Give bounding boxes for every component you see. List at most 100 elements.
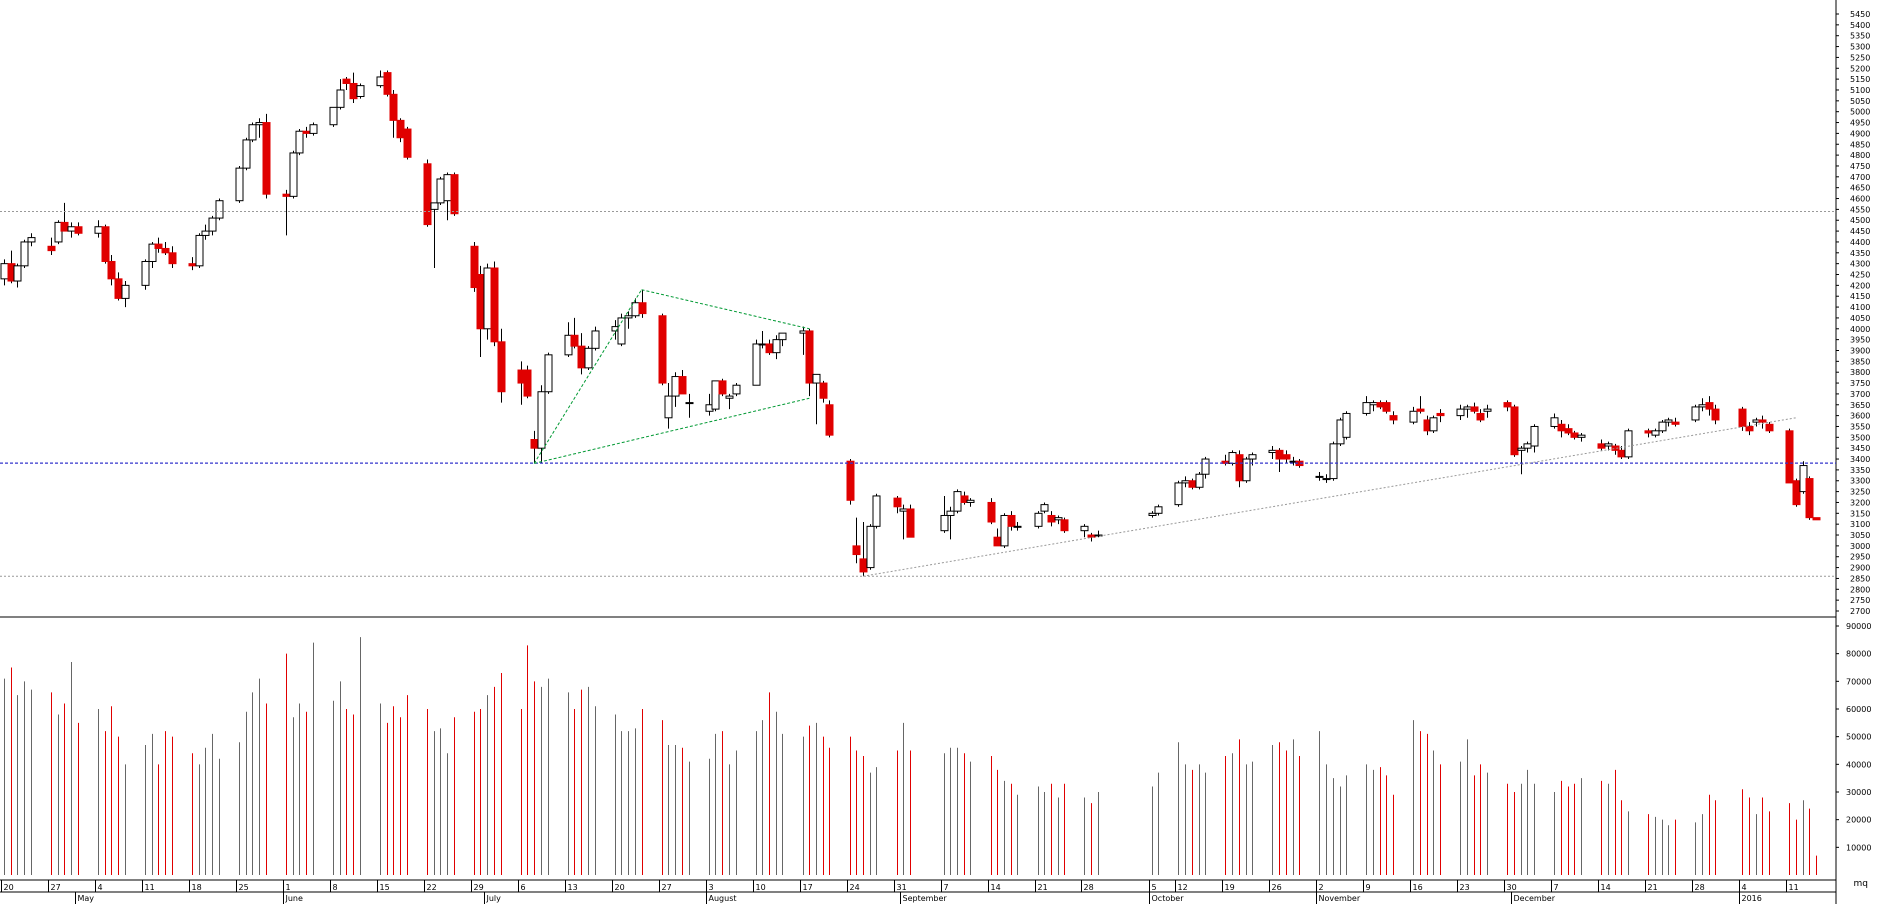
candle-body: [732, 384, 741, 395]
price-tick-label: 3750: [1850, 379, 1870, 388]
candle-body: [1785, 430, 1794, 484]
candle-body: [215, 200, 224, 219]
candle-body: [336, 89, 345, 108]
candle: [1000, 513, 1009, 549]
candle-body: [1013, 525, 1022, 528]
price-tick-label: 5000: [1850, 108, 1870, 117]
candle-body: [1329, 443, 1338, 480]
day-tick-label: 7: [1554, 883, 1559, 892]
candle-body: [872, 495, 881, 527]
candle: [1080, 524, 1089, 538]
day-tick-label: 24: [850, 883, 860, 892]
candle: [1148, 511, 1157, 518]
candle-body: [450, 174, 459, 215]
candle-body: [1711, 408, 1720, 421]
candle: [1651, 428, 1660, 438]
candle-body: [752, 343, 761, 386]
price-tick-label: 2750: [1850, 596, 1870, 605]
price-tick-label: 5150: [1850, 75, 1870, 84]
candle: [1503, 400, 1512, 412]
candle: [1476, 409, 1485, 423]
candle-body: [631, 302, 640, 317]
candle-body: [718, 380, 727, 395]
candle-body: [758, 343, 767, 346]
volume-unit-label: mq: [1854, 879, 1868, 889]
volume-tick-label: 40000: [1846, 760, 1871, 769]
price-tick-label: 3450: [1850, 444, 1870, 453]
candle: [423, 159, 432, 227]
candle: [161, 241, 170, 255]
day-tick-label: 25: [239, 883, 249, 892]
price-tick-label: 5400: [1850, 21, 1870, 30]
candle: [1624, 428, 1633, 460]
candle-body: [483, 267, 492, 330]
candle: [54, 220, 63, 245]
candle-body: [993, 536, 1002, 547]
candle-body: [1698, 404, 1707, 408]
price-tick-label: 5450: [1850, 10, 1870, 19]
price-tick-label: 4750: [1850, 162, 1870, 171]
price-tick-label: 4400: [1850, 238, 1870, 247]
candle-body: [577, 345, 586, 369]
candle-body: [1235, 454, 1244, 482]
candle: [893, 495, 902, 514]
candle: [523, 365, 532, 399]
candle: [1792, 478, 1801, 507]
candle: [1664, 417, 1673, 427]
candle-body: [148, 243, 157, 262]
candle: [1557, 419, 1566, 438]
candle: [1054, 515, 1063, 525]
candle: [450, 172, 459, 216]
candle: [1758, 415, 1767, 429]
candle-body: [376, 76, 385, 87]
day-tick-label: 11: [1789, 883, 1799, 892]
candle-body: [523, 369, 532, 397]
candle: [1530, 424, 1539, 453]
candle: [195, 233, 204, 268]
candle-body: [235, 167, 244, 202]
volume-tick-label: 20000: [1846, 816, 1871, 825]
candle-body: [1483, 408, 1492, 412]
candle: [208, 215, 217, 236]
price-tick-label: 3700: [1850, 390, 1870, 399]
candle: [309, 122, 318, 136]
candle: [1416, 396, 1425, 414]
volume-tick-label: 90000: [1846, 622, 1871, 631]
trend-line: [533, 289, 642, 464]
candle-body: [1577, 434, 1586, 438]
candle-body: [711, 380, 720, 410]
candle-body: [859, 558, 868, 573]
candle-body: [27, 237, 36, 243]
candle: [141, 259, 150, 290]
candle-body: [248, 124, 257, 141]
candle: [1805, 476, 1814, 520]
candle-body: [94, 226, 103, 234]
candle: [168, 246, 177, 268]
candle-body: [168, 252, 177, 265]
candle: [27, 233, 36, 247]
volume-tick-label: 60000: [1846, 705, 1871, 714]
candle-body: [121, 284, 130, 299]
candle-body: [309, 124, 318, 134]
candle-body: [1382, 402, 1391, 412]
day-tick-label: 2: [1319, 883, 1324, 892]
candle: [20, 239, 29, 268]
price-tick-label: 3900: [1850, 346, 1870, 355]
price-tick-label: 4600: [1850, 195, 1870, 204]
candle-body: [946, 510, 955, 516]
candle-body: [772, 339, 781, 354]
price-tick-label: 4850: [1850, 140, 1870, 149]
price-tick-label: 2900: [1850, 564, 1870, 573]
candle-body: [544, 354, 553, 393]
candle: [47, 237, 56, 255]
candle-body: [530, 438, 539, 449]
candle: [1007, 511, 1016, 531]
candle: [1456, 404, 1465, 420]
day-tick-label: 23: [1460, 883, 1470, 892]
candle: [1242, 456, 1251, 483]
candle-body: [383, 72, 392, 95]
candle-body: [1174, 482, 1183, 506]
candle-body: [1342, 412, 1351, 438]
candle-body: [1248, 454, 1257, 460]
candle: [617, 313, 626, 347]
